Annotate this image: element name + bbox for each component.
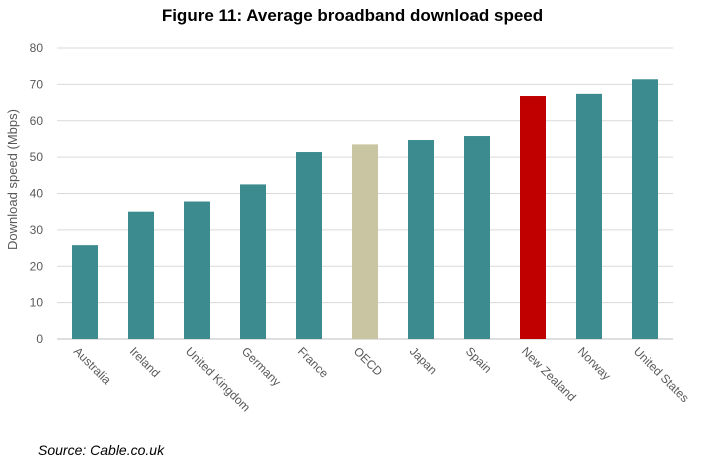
x-tick-label: New Zealand <box>519 344 579 404</box>
bar-japan <box>408 140 434 339</box>
y-tick-label: 50 <box>30 150 44 164</box>
y-tick-label: 70 <box>30 77 44 91</box>
bar-germany <box>240 184 266 339</box>
x-tick-label: Spain <box>463 344 495 376</box>
source-note: Source: Cable.co.uk <box>38 442 165 458</box>
y-axis-label: Download speed (Mbps) <box>5 109 20 250</box>
bar-oecd <box>352 144 378 339</box>
y-tick-label: 0 <box>36 332 43 346</box>
bar-spain <box>464 136 490 339</box>
y-tick-label: 40 <box>30 187 44 201</box>
chart-title: Figure 11: Average broadband download sp… <box>161 6 544 25</box>
x-tick-label: Australia <box>71 344 114 387</box>
bars <box>72 79 658 340</box>
x-tick-label: Ireland <box>127 344 163 380</box>
y-tick-label: 60 <box>30 114 44 128</box>
bar-ireland <box>128 211 154 339</box>
bar-france <box>296 152 322 339</box>
bar-australia <box>72 245 98 339</box>
x-tick-label: Germany <box>239 344 284 389</box>
x-tick-label: Norway <box>575 344 614 383</box>
x-tick-label: France <box>295 344 332 381</box>
bar-united-states <box>632 79 658 339</box>
bar-new-zealand <box>520 96 546 339</box>
y-axis-ticks: 0 10 20 30 40 50 60 70 80 <box>30 41 44 346</box>
x-tick-label: Japan <box>407 344 440 377</box>
bar-norway <box>576 93 602 340</box>
y-tick-label: 20 <box>30 259 44 273</box>
bar-united-kingdom <box>184 201 210 339</box>
y-tick-label: 10 <box>30 296 44 310</box>
y-tick-label: 30 <box>30 223 44 237</box>
x-tick-label: OECD <box>351 344 386 379</box>
y-tick-label: 80 <box>30 41 44 55</box>
x-tick-label: United States <box>631 344 692 405</box>
